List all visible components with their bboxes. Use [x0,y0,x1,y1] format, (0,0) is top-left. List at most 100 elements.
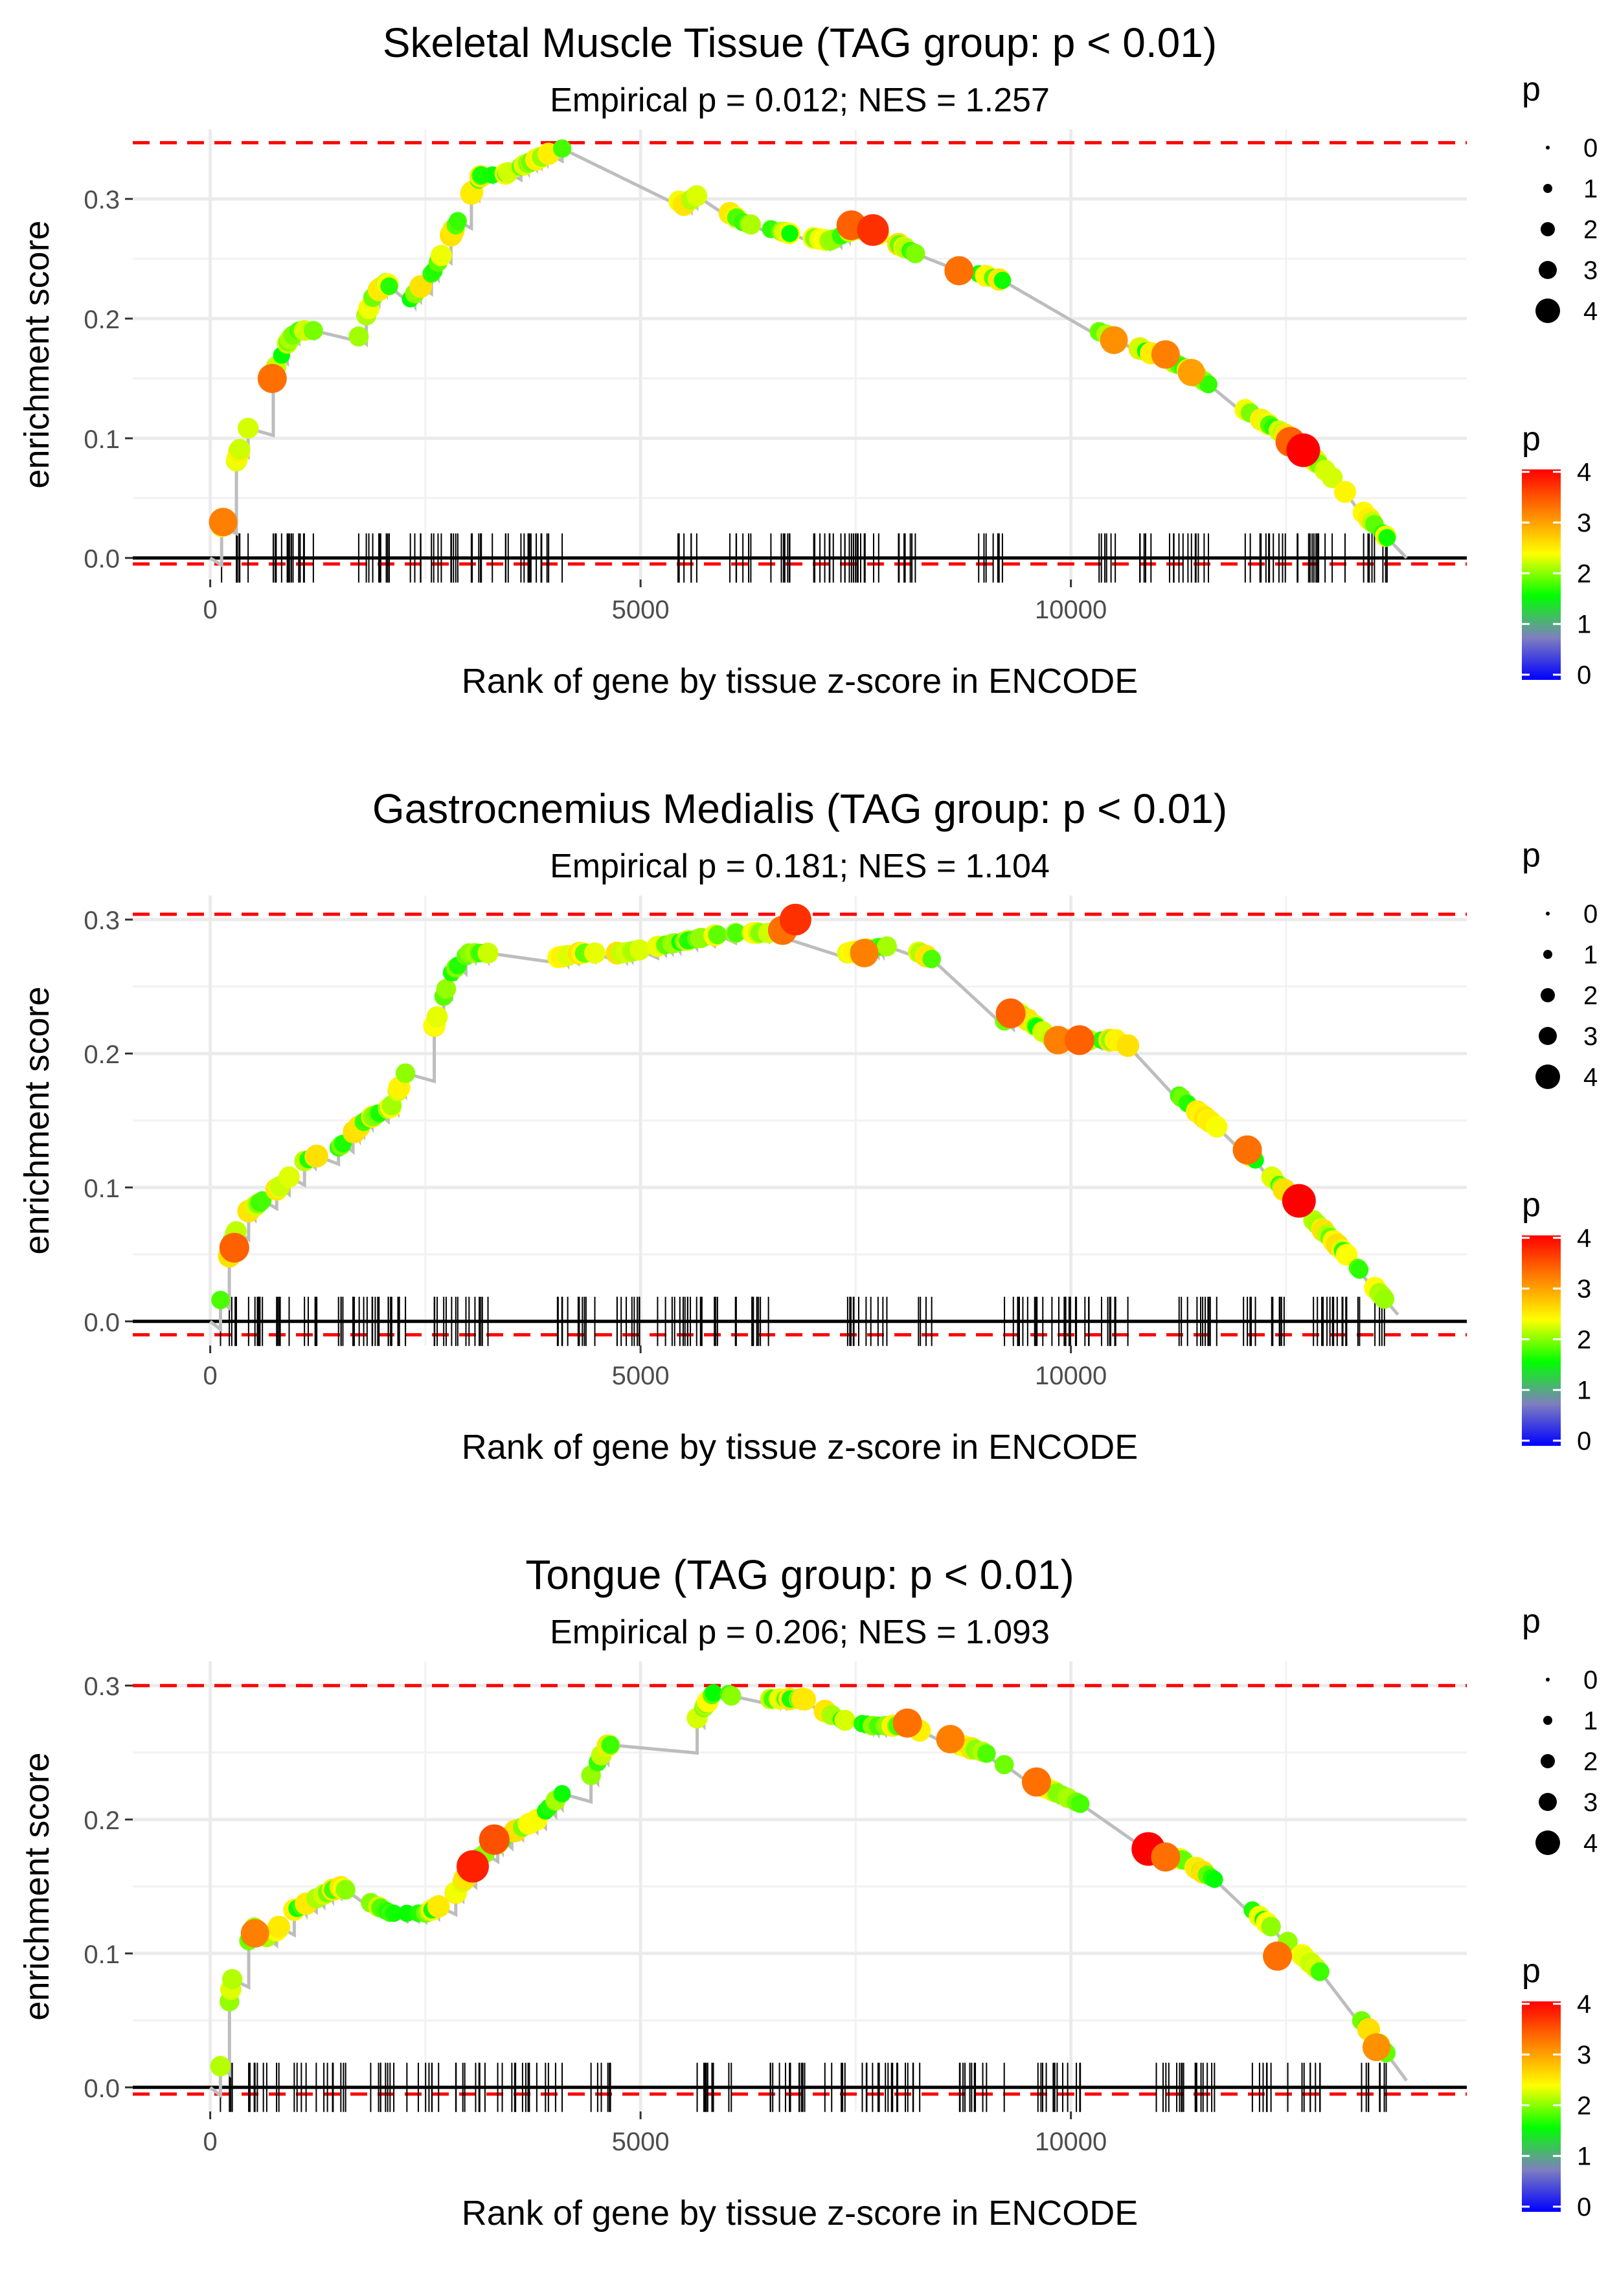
grid [133,895,1467,1345]
colorbar [1522,1235,1561,1446]
data-point [426,1006,448,1028]
x-tick-label: 0 [203,596,217,624]
highlight-point [1100,326,1128,354]
size-legend-label: 4 [1583,1829,1598,1858]
data-point [1333,480,1356,503]
x-tick-label: 5000 [612,596,670,624]
data-point [430,245,452,267]
y-tick-label: 0.2 [84,1806,120,1835]
highlight-point [1286,433,1320,467]
data-point [278,1166,300,1188]
data-point [267,1915,291,1939]
colorbar-label: 0 [1577,1427,1591,1456]
data-point [448,212,467,231]
y-tick-label: 0.3 [84,1672,120,1701]
data-point [552,139,572,158]
chart-panel-gastrocnemius: Gastrocnemius Medialis (TAG group: p < 0… [0,766,1619,1530]
size-legend-title: p [1522,1603,1541,1640]
hit-points [210,1684,1396,2077]
size-legend-label: 3 [1583,256,1598,285]
size-legend-dot [1541,988,1555,1002]
data-point [221,1968,243,1990]
data-point [305,1144,328,1168]
data-point [436,978,457,999]
size-legend-dot [1543,950,1552,959]
size-legend-dot [1541,222,1555,236]
highlight-point [936,1724,965,1753]
chart-panel-tongue: Tongue (TAG group: p < 0.01) Empirical p … [0,1532,1619,2296]
colorbar-label: 1 [1577,611,1591,639]
data-point [727,923,746,943]
size-legend-title: p [1522,837,1541,874]
y-axis-title: enrichment score [17,1752,56,2020]
size-legend: p 0 1 2 3 4 [1522,71,1598,326]
data-point [994,1755,1014,1775]
colorbar [1522,469,1561,680]
chart-subtitle: Empirical p = 0.181; NES = 1.104 [550,848,1050,885]
highlight-point [1263,1941,1293,1971]
size-legend-dot [1546,912,1550,916]
size-legend-dot [1539,261,1557,279]
running-sum-line [209,146,1408,568]
highlight-point [479,1824,510,1855]
size-legend-label: 0 [1583,134,1598,163]
color-legend-title: p [1522,1952,1541,1990]
y-tick-label: 0.2 [84,306,120,334]
data-point [1199,375,1217,394]
data-point [427,1895,450,1918]
y-tick-label: 0.3 [84,906,120,935]
data-point [793,1688,816,1711]
data-point [708,925,727,945]
data-point [584,942,606,964]
data-point [977,1744,996,1763]
data-point [705,1684,722,1702]
chart-title: Tongue (TAG group: p < 0.01) [525,1551,1074,1598]
data-point [1261,1917,1281,1937]
y-axis-title: enrichment score [17,220,56,488]
size-legend-dot [1535,1830,1560,1855]
x-axis-title: Rank of gene by tissue z-score in ENCODE [462,2194,1138,2233]
highlight-point [892,1708,922,1738]
size-legend-label: 2 [1583,1748,1598,1776]
size-legend-label: 3 [1583,1022,1598,1051]
highlight-point [1021,1767,1051,1797]
size-legend-dot [1535,1064,1560,1089]
colorbar-label: 4 [1577,458,1591,487]
data-point [237,418,259,439]
y-tick-label: 0.1 [84,1175,120,1203]
y-tick-label: 0.3 [84,186,120,214]
data-point [211,1290,230,1310]
data-point [380,277,398,295]
colorbar-label: 4 [1577,1990,1591,2019]
y-tick-label: 0.1 [84,1941,120,1969]
data-point [629,939,650,961]
color-legend-title: p [1522,420,1541,458]
x-tick-label: 5000 [612,2128,670,2156]
y-tick-label: 0.0 [84,1309,120,1337]
highlight-point [456,1850,489,1883]
data-point [1378,528,1396,546]
size-legend-label: 3 [1583,1788,1598,1817]
colorbar-label: 3 [1577,2041,1591,2069]
size-legend-label: 1 [1583,941,1598,969]
highlight-point [1043,1026,1072,1055]
chart-svg: Tongue (TAG group: p < 0.01) Empirical p … [17,1551,1598,2233]
size-legend-label: 4 [1583,1063,1598,1092]
colorbar-label: 4 [1577,1224,1591,1253]
highlight-point [1151,1842,1181,1872]
size-legend-title: p [1522,71,1541,108]
highlight-point [240,1919,269,1948]
data-point [781,225,798,242]
highlight-point [779,903,811,936]
chart-panel-skeletal-muscle: Skeletal Muscle Tissue (TAG group: p < 0… [0,0,1619,764]
size-legend-label: 2 [1583,216,1598,244]
y-tick-label: 0.2 [84,1041,120,1069]
x-tick-label: 0 [203,1362,217,1390]
chart-subtitle: Empirical p = 0.206; NES = 1.093 [550,1614,1050,1651]
data-point [395,1063,416,1083]
data-point [1116,1034,1140,1057]
highlight-point [944,256,974,286]
highlight-point [857,214,889,246]
data-point [477,942,499,964]
chart-subtitle: Empirical p = 0.012; NES = 1.257 [550,82,1050,119]
